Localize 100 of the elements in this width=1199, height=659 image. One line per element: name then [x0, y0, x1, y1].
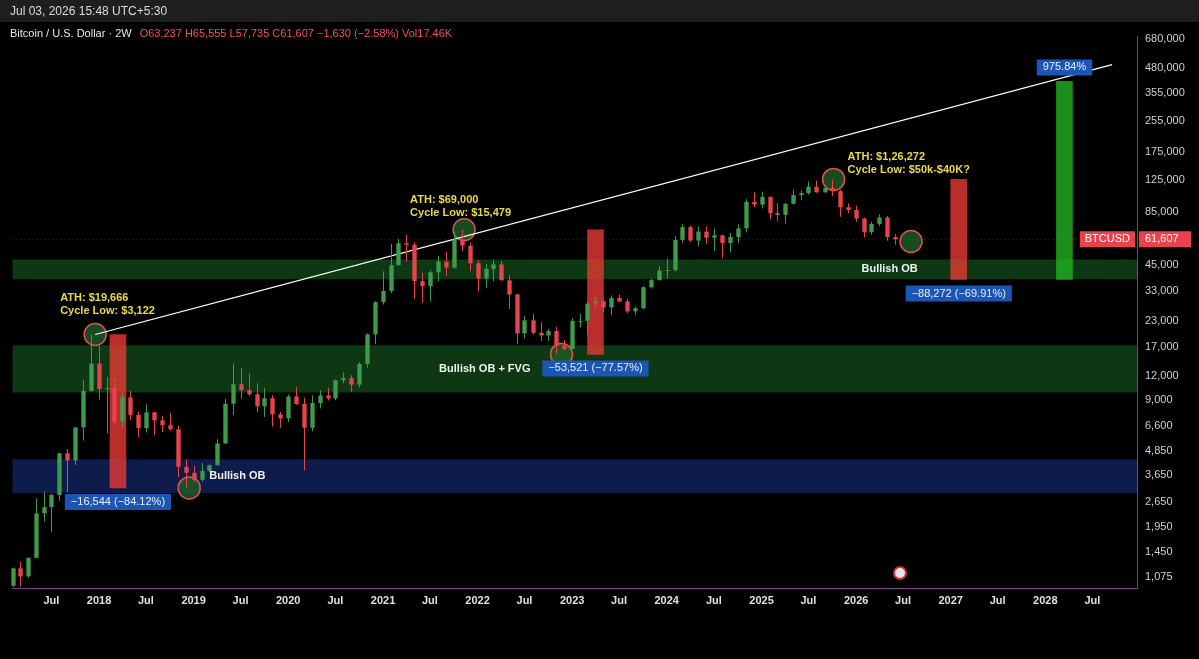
candlestick	[144, 403, 149, 433]
candlestick	[231, 363, 236, 416]
chart-title: Bitcoin / U.S. Dollar · 2W	[10, 27, 132, 39]
y-tick-label: 12,000	[1145, 368, 1179, 381]
x-tick-label: 2025	[749, 593, 774, 606]
candlestick	[49, 492, 54, 533]
candlestick	[885, 215, 890, 242]
candlestick	[200, 462, 205, 483]
y-tick-label: 61,607	[1145, 232, 1179, 245]
y-tick-label: 1,950	[1145, 520, 1173, 533]
y-tick-label: 9,000	[1145, 392, 1173, 405]
y-tick-label: 1,450	[1145, 544, 1173, 557]
x-tick-label: Jul	[232, 593, 249, 606]
y-tick-label: 3,650	[1145, 467, 1173, 480]
x-tick-label: 2021	[370, 593, 396, 606]
candlestick	[436, 255, 441, 282]
candlestick	[838, 189, 843, 218]
candlestick	[736, 223, 741, 244]
candlestick	[255, 382, 260, 413]
point	[177, 476, 201, 500]
bar	[587, 229, 604, 355]
candlestick	[491, 259, 496, 282]
band-label: Bullish OB + FVG	[439, 361, 531, 374]
candlestick	[420, 272, 425, 304]
annotation: ATH: $1,26,272 Cycle Low: $50k-$40K?	[847, 150, 971, 176]
candlestick	[294, 386, 299, 406]
x-tick-label: 2019	[181, 593, 206, 606]
candlestick	[184, 458, 189, 489]
candlestick	[783, 202, 788, 225]
x-tick-label: Jul	[43, 593, 60, 606]
candlestick	[381, 270, 386, 306]
candlestick	[522, 315, 527, 339]
candlestick	[239, 367, 244, 400]
candlestick	[42, 491, 47, 523]
y-tick-label: 6,600	[1145, 418, 1173, 431]
point	[899, 229, 923, 254]
x-tick-label: 2026	[843, 593, 869, 606]
candlestick	[247, 372, 252, 397]
data-label: −16,544 (−84.12%)	[70, 494, 166, 507]
y-tick-label: 85,000	[1145, 205, 1179, 218]
y-tick-label: 23,000	[1145, 314, 1179, 327]
candlestick	[507, 274, 512, 310]
candlestick	[531, 313, 536, 336]
candlestick	[262, 387, 267, 418]
candlestick	[428, 269, 433, 302]
y-tick-label: 255,000	[1145, 113, 1185, 126]
y-tick-label: 125,000	[1145, 173, 1185, 186]
data-label: −88,272 (−69.91%)	[911, 286, 1006, 299]
candlestick	[609, 294, 614, 316]
candlestick	[318, 389, 323, 409]
candlestick	[696, 225, 701, 247]
annotation: ATH: $69,000 Cycle Low: $15,479	[410, 192, 511, 218]
y-tick-label: 17,000	[1145, 339, 1179, 352]
point	[821, 167, 846, 192]
candlestick	[65, 448, 70, 493]
x-tick-label: Jul	[705, 593, 722, 606]
x-tick-label: 2028	[1033, 593, 1058, 606]
candlestick	[539, 321, 544, 342]
candlestick	[128, 390, 133, 421]
chart-subtitle: O63,237 H65,555 L57,735 C61,607 −1,630 (−2.58%) Vol17.46K	[139, 27, 453, 39]
candlestick	[484, 263, 489, 289]
y-tick-label: 680,000	[1145, 32, 1185, 45]
y-tick-label: 45,000	[1145, 258, 1179, 271]
candlestick	[712, 228, 717, 252]
ref-line-label: BTCUSD	[1084, 232, 1131, 245]
x-tick-label: 2018	[86, 593, 112, 606]
annotation: 975.84%	[1042, 60, 1087, 73]
point	[83, 322, 107, 347]
x-tick-label: 2024	[654, 593, 680, 606]
y-tick-label: 2,650	[1145, 494, 1173, 507]
candlestick	[476, 259, 481, 292]
candlestick	[18, 561, 23, 587]
candlestick	[302, 397, 307, 471]
candlestick	[728, 232, 733, 253]
candlestick	[862, 216, 867, 238]
x-tick-label: Jul	[800, 593, 817, 606]
data-label: −53,521 (−77.57%)	[548, 361, 643, 374]
bar	[950, 179, 968, 280]
text: Jul 03, 2026 15:48 UTC+5:30	[0, 0, 1199, 22]
candlestick	[286, 393, 291, 423]
candlestick	[585, 301, 590, 336]
candlestick	[396, 238, 401, 267]
candlestick	[404, 234, 409, 263]
x-tick-label: Jul	[516, 593, 533, 606]
band-label: Bullish OB	[861, 262, 918, 275]
candlestick	[136, 411, 141, 438]
x-tick-label: Jul	[989, 593, 1006, 606]
y-tick-label: 33,000	[1145, 284, 1179, 297]
candlestick	[120, 392, 125, 429]
y-tick-label: 355,000	[1145, 86, 1185, 99]
x-tick-label: Jul	[137, 593, 154, 606]
x-tick-label: Jul	[421, 593, 438, 606]
x-tick-label: 2022	[465, 593, 490, 606]
x-tick-label: Jul	[611, 593, 628, 606]
band-label: Bullish OB	[209, 469, 266, 482]
x-tick-label: Jul	[895, 593, 911, 606]
candlestick	[357, 361, 362, 388]
candlestick	[641, 285, 646, 310]
candlestick	[444, 251, 449, 277]
y-tick-label: 1,075	[1145, 569, 1173, 582]
